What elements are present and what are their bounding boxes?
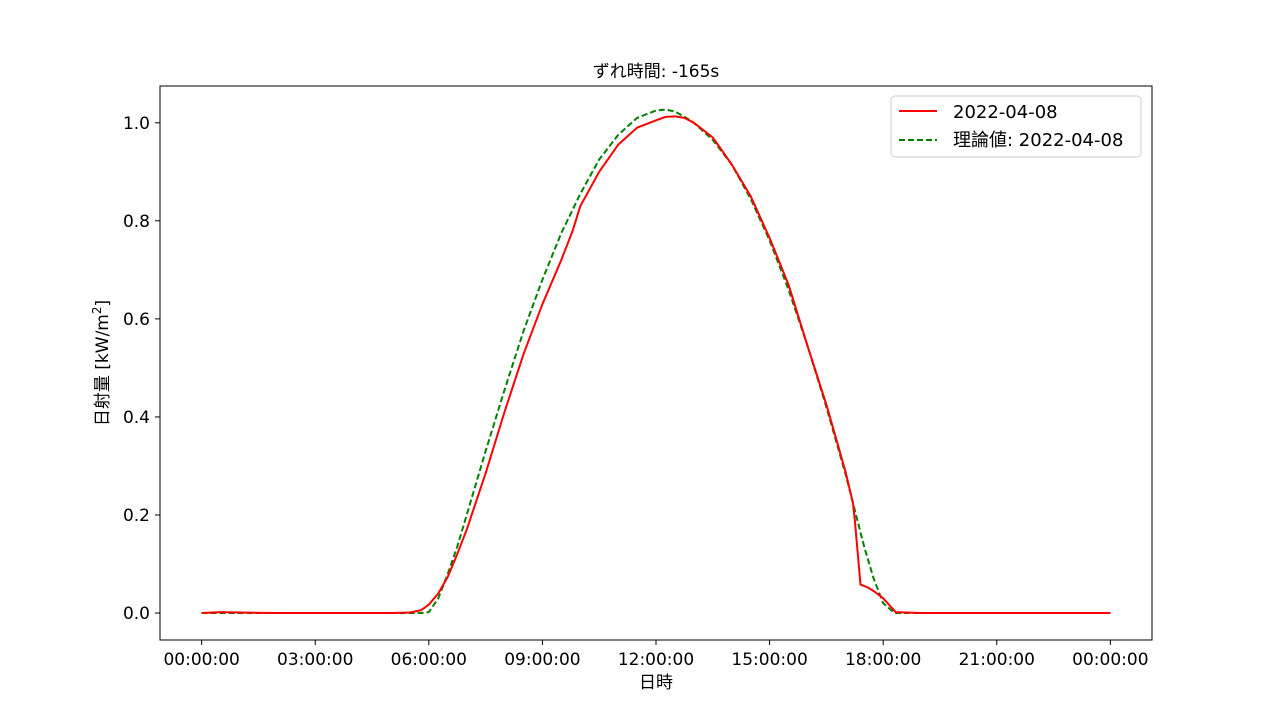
chart-title: ずれ時間: -165s <box>593 62 720 82</box>
x-tick-label: 18:00:00 <box>845 650 921 670</box>
legend-frame <box>890 95 1142 158</box>
x-tick-label: 09:00:00 <box>504 650 580 670</box>
y-tick-label: 0.4 <box>123 408 150 428</box>
x-axis-ticks: 00:00:00 03:00:00 06:00:00 09:00:00 12:00:00… <box>163 640 1149 670</box>
legend-label-theoretical: 理論値: 2022-04-08 <box>953 130 1123 151</box>
y-tick-label: 0.6 <box>123 310 150 330</box>
y-tick-label: 0.0 <box>123 604 150 624</box>
x-tick-label: 03:00:00 <box>277 650 353 670</box>
y-tick-label: 1.0 <box>123 114 150 134</box>
x-tick-label: 00:00:00 <box>1072 650 1148 670</box>
y-axis-label: 日射量 [kW/m2] <box>90 300 113 426</box>
x-axis-label: 日時 <box>639 673 673 693</box>
y-axis-ticks: 0.0 0.2 0.4 0.6 0.8 1.0 <box>123 114 160 624</box>
series-layer <box>201 108 1111 614</box>
x-tick-label: 00:00:00 <box>163 650 239 670</box>
legend: 2022-04-08 理論値: 2022-04-08 <box>890 95 1142 158</box>
y-tick-label: 0.2 <box>123 506 150 526</box>
y-tick-label: 0.8 <box>123 212 150 232</box>
x-tick-label: 15:00:00 <box>731 650 807 670</box>
legend-label-measured: 2022-04-08 <box>953 102 1058 123</box>
series-line-measured <box>201 115 1111 614</box>
x-tick-label: 12:00:00 <box>618 650 694 670</box>
x-tick-label: 21:00:00 <box>959 650 1035 670</box>
x-tick-label: 06:00:00 <box>391 650 467 670</box>
